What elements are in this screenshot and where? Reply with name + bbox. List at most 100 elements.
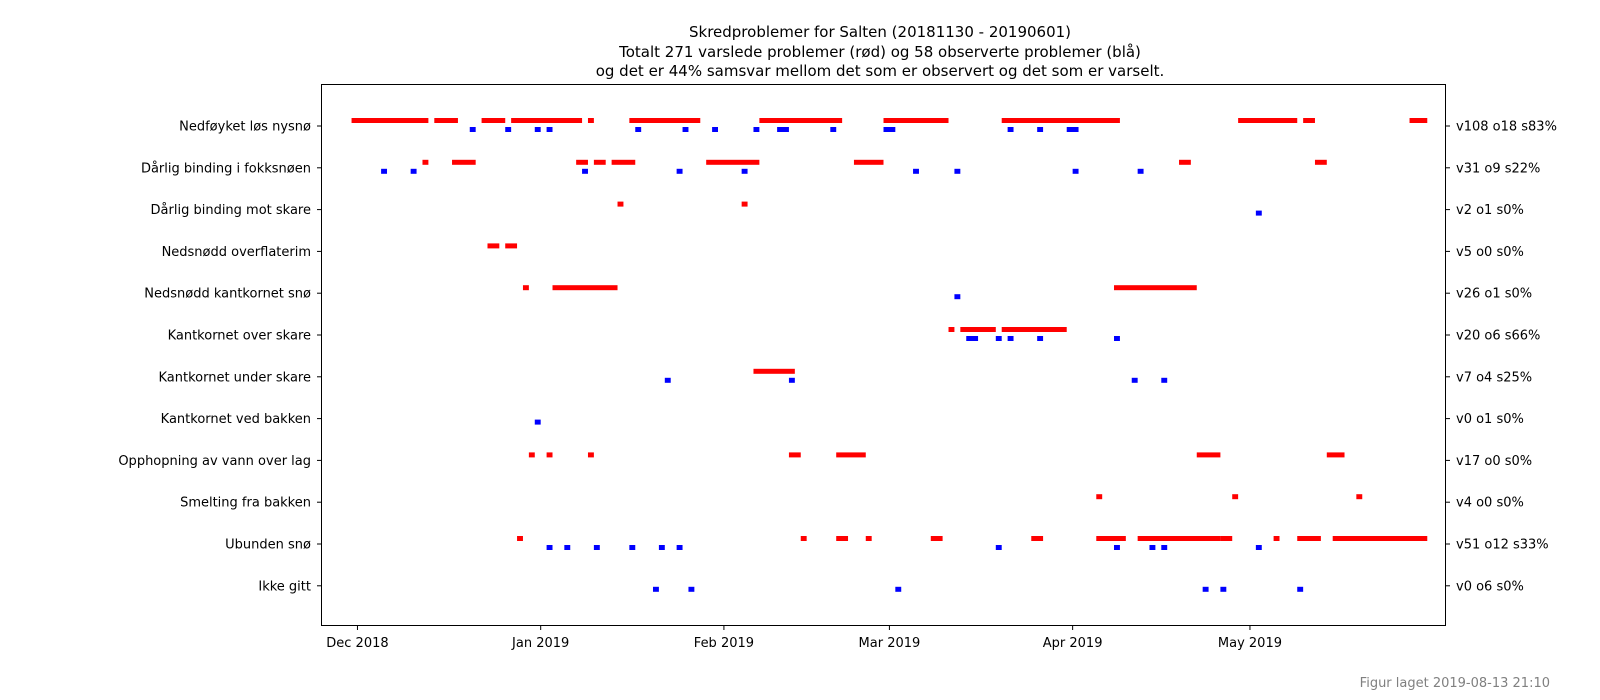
- x-tick-label: Jan 2019: [511, 636, 569, 651]
- observert-mark: [753, 127, 760, 132]
- problem-stats-labels: v108 o18 s83% v31 o9 s22% v2 o1 s0% v5 o0 s…: [1456, 120, 1557, 595]
- varslet-mark: [452, 159, 476, 165]
- varslet-mark: [836, 536, 849, 541]
- problem-label: Dårlig binding i fokksnøen: [141, 161, 311, 176]
- x-tick-label: Apr 2019: [1043, 636, 1103, 651]
- varslet-mark: [1220, 536, 1233, 541]
- observert-mark: [1114, 336, 1120, 341]
- problem-label: Kantkornet ved bakken: [161, 412, 311, 427]
- varslet-mark: [1356, 494, 1363, 500]
- varslet-mark: [611, 159, 636, 165]
- problem-label: Dårlig binding mot skare: [151, 203, 311, 218]
- observert-mark: [788, 377, 795, 383]
- observert-mark: [593, 545, 600, 550]
- varslet-mark: [853, 159, 884, 165]
- problem-stats: v4 o0 s0%: [1456, 496, 1524, 511]
- observert-mark: [1137, 168, 1144, 174]
- problem-label: Nedføyket løs nysnø: [179, 120, 311, 135]
- x-tick-label: Feb 2019: [694, 636, 754, 651]
- observert-mark: [1161, 377, 1168, 383]
- observert-mark: [582, 168, 588, 174]
- observert-mark: [1072, 168, 1079, 174]
- varslet-mark: [741, 201, 748, 207]
- observert-mark: [688, 586, 695, 592]
- varslet-mark: [422, 159, 429, 165]
- observert-mark: [966, 336, 979, 341]
- chart-marks: [317, 118, 1450, 592]
- varslet-mark: [1031, 536, 1044, 541]
- observert-mark: [682, 127, 689, 132]
- chart-title: Skredproblemer for Salten (20181130 - 20…: [596, 23, 1165, 80]
- problem-label: Nedsnødd kantkornet snø: [144, 287, 311, 302]
- observert-mark: [777, 127, 789, 132]
- observert-mark: [1066, 127, 1079, 132]
- observert-mark: [1202, 586, 1209, 592]
- problem-labels: Nedføyket løs nysnø Dårlig binding i fokk…: [118, 120, 311, 595]
- varslet-mark: [883, 118, 949, 123]
- varslet-mark: [948, 327, 955, 332]
- observert-mark: [410, 168, 417, 174]
- varslet-mark: [788, 452, 801, 458]
- observert-mark: [830, 127, 837, 132]
- observert-mark: [1007, 127, 1014, 132]
- observert-mark: [1131, 377, 1138, 383]
- observert-mark: [1255, 545, 1262, 550]
- observert-mark: [954, 294, 961, 300]
- observert-mark: [505, 127, 512, 132]
- varslet-mark: [1196, 452, 1221, 458]
- varslet-mark: [593, 159, 606, 165]
- varslet-mark: [1332, 536, 1428, 541]
- varslet-mark: [351, 118, 429, 123]
- problem-label: Opphopning av vann over lag: [118, 454, 311, 469]
- plot-area-frame: [321, 84, 1446, 626]
- observert-mark: [741, 168, 748, 174]
- varslet-mark: [1114, 285, 1197, 291]
- observert-mark: [913, 168, 919, 174]
- varslet-mark: [546, 452, 553, 458]
- varslet-mark: [1238, 118, 1298, 123]
- varslet-mark: [587, 118, 594, 123]
- problem-label: Kantkornet under skare: [158, 370, 311, 385]
- problem-stats: v0 o6 s0%: [1456, 579, 1524, 594]
- varslet-mark: [1314, 159, 1327, 165]
- problem-stats: v0 o1 s0%: [1456, 412, 1524, 427]
- varslet-mark: [706, 159, 760, 165]
- problem-stats: v7 o4 s25%: [1456, 370, 1532, 385]
- varslet-mark: [1297, 536, 1321, 541]
- x-axis-ticks: Dec 2018 Jan 2019 Feb 2019 Mar 2019 Apr 2019…: [326, 625, 1282, 651]
- varslet-mark: [487, 243, 500, 249]
- observert-mark: [1220, 586, 1227, 592]
- problem-label: Ikke gitt: [258, 579, 311, 594]
- varslet-mark: [522, 285, 529, 291]
- varslet-mark: [960, 327, 996, 332]
- varslet-mark: [1001, 118, 1120, 123]
- observert-mark: [954, 168, 961, 174]
- observert-mark: [1037, 336, 1044, 341]
- problem-label: Smelting fra bakken: [180, 496, 311, 511]
- problem-stats: v5 o0 s0%: [1456, 245, 1524, 260]
- varslet-mark: [1303, 118, 1315, 123]
- varslet-mark: [865, 536, 872, 541]
- problem-label: Kantkornet over skare: [168, 329, 311, 344]
- observert-mark: [995, 545, 1002, 550]
- problem-stats: v51 o12 s33%: [1456, 538, 1549, 553]
- problem-stats: v2 o1 s0%: [1456, 203, 1524, 218]
- observert-mark: [469, 127, 476, 132]
- problem-stats: v17 o0 s0%: [1456, 454, 1532, 469]
- chart-title-line-2: Totalt 271 varslede problemer (rød) og 5…: [618, 43, 1141, 61]
- observert-mark: [546, 545, 553, 550]
- x-tick-label: Mar 2019: [859, 636, 921, 651]
- varslet-mark: [617, 201, 624, 207]
- observert-mark: [652, 586, 659, 592]
- problem-stats: v26 o1 s0%: [1456, 287, 1532, 302]
- observert-mark: [676, 168, 683, 174]
- observert-mark: [712, 127, 719, 132]
- observert-mark: [895, 586, 902, 592]
- observert-mark: [1149, 545, 1156, 550]
- varslet-mark: [1001, 327, 1067, 332]
- varslet-mark: [587, 452, 594, 458]
- observert-mark: [1297, 586, 1304, 592]
- varslet-mark: [1232, 494, 1239, 500]
- x-tick-label: Dec 2018: [326, 636, 388, 651]
- observert-mark: [534, 127, 541, 132]
